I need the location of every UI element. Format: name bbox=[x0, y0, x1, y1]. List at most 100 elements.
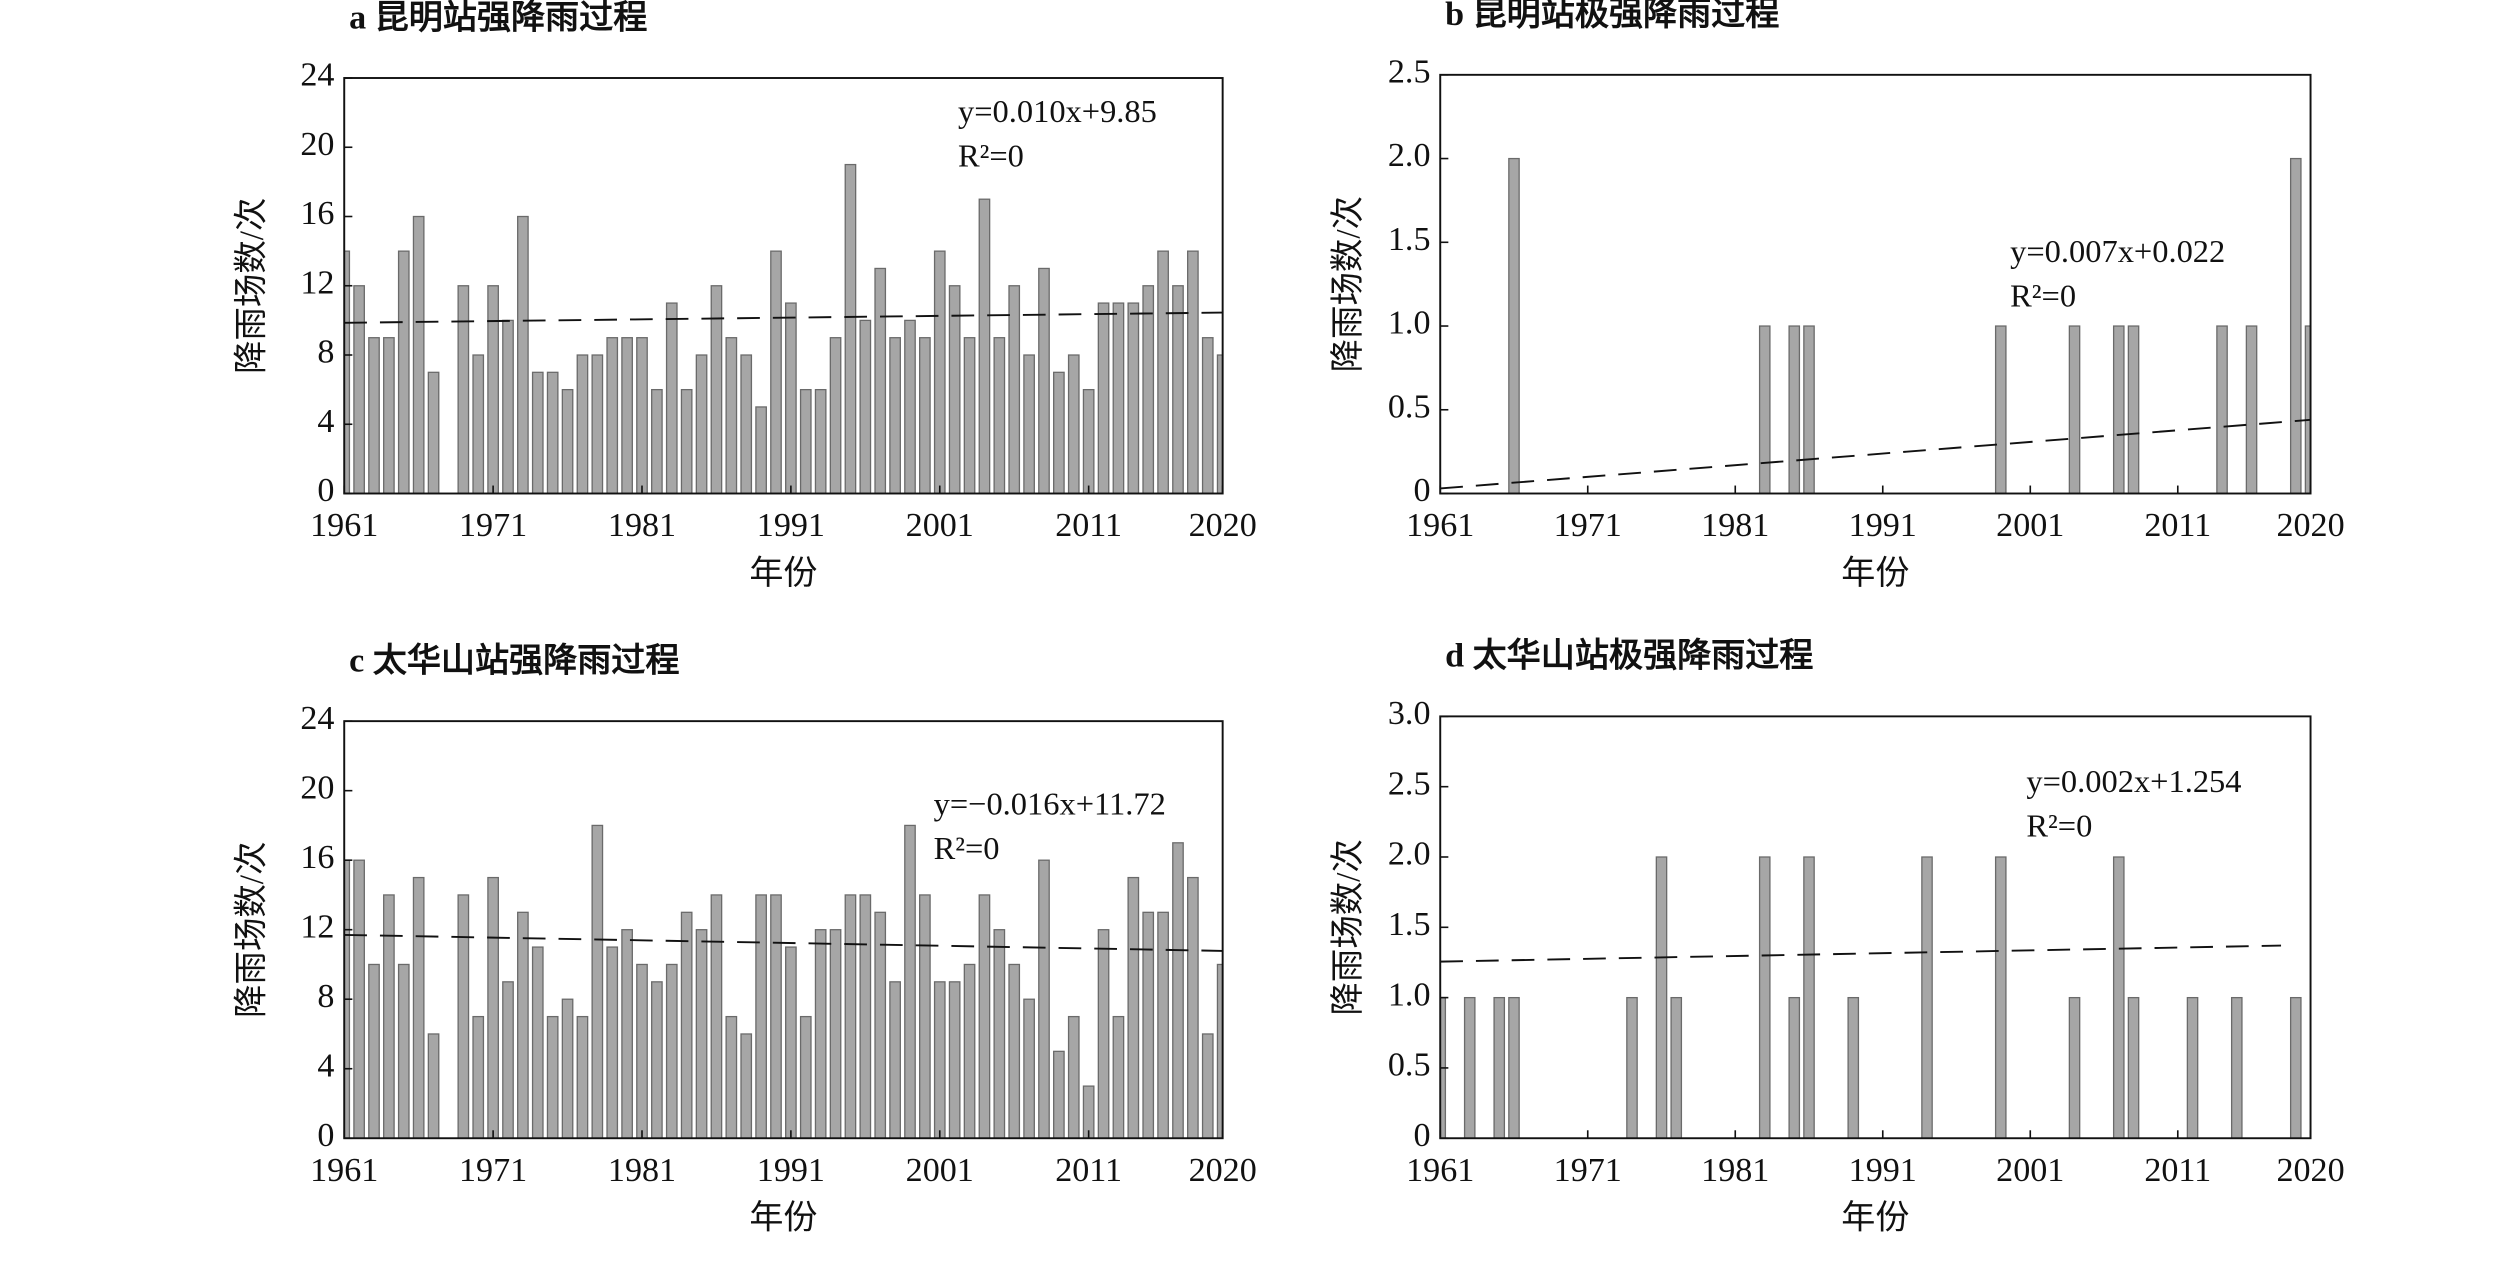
bar bbox=[621, 929, 633, 1139]
bar bbox=[2245, 325, 2258, 494]
bar bbox=[1023, 354, 1035, 494]
bar bbox=[531, 946, 544, 1139]
bar bbox=[368, 337, 380, 494]
bar bbox=[2186, 996, 2199, 1139]
bar bbox=[725, 337, 738, 494]
bar bbox=[889, 337, 901, 494]
bar bbox=[1097, 302, 1110, 494]
bar bbox=[1463, 996, 1476, 1139]
bar bbox=[412, 215, 425, 494]
annotation: R²=0 bbox=[2010, 278, 2076, 314]
bar bbox=[874, 267, 887, 494]
bar bbox=[963, 337, 976, 494]
bar bbox=[1508, 996, 1520, 1139]
x-tick-label: 2001 bbox=[1996, 507, 2064, 544]
x-tick-label: 2011 bbox=[2144, 1152, 2211, 1189]
trend-line bbox=[344, 311, 1223, 324]
bar bbox=[1067, 1015, 1080, 1139]
x-tick-label: 2001 bbox=[1996, 1152, 2064, 1189]
y-tick-label: 8 bbox=[317, 334, 334, 371]
bar bbox=[859, 319, 872, 494]
bar bbox=[591, 824, 604, 1139]
bar bbox=[829, 929, 842, 1139]
bar bbox=[457, 894, 470, 1139]
y-tick-label: 24 bbox=[300, 700, 334, 737]
bar bbox=[621, 337, 633, 494]
annotation: R²=0 bbox=[2026, 808, 2092, 844]
bar bbox=[606, 946, 619, 1139]
y-tick-label: 2.5 bbox=[1388, 54, 1431, 91]
y-axis-label: 降雨场数/次 bbox=[1328, 196, 1366, 372]
bars bbox=[1508, 157, 2311, 494]
bar bbox=[859, 894, 872, 1139]
bar bbox=[1067, 354, 1080, 494]
bar bbox=[2127, 325, 2140, 494]
y-tick-label: 0 bbox=[317, 1117, 334, 1154]
y-tick-label: 8 bbox=[317, 978, 334, 1015]
x-axis-label: 年份 bbox=[749, 554, 817, 592]
y-axis-label: 降雨场数/次 bbox=[232, 198, 270, 374]
panel-title: a 昆明站强降雨过程 bbox=[349, 0, 647, 36]
x-tick-label: 1991 bbox=[1849, 1152, 1917, 1189]
bar bbox=[1172, 285, 1184, 494]
bar bbox=[1201, 337, 1214, 494]
x-tick-label: 1991 bbox=[1849, 507, 1917, 544]
bar bbox=[755, 406, 767, 494]
bar bbox=[1803, 325, 1815, 494]
bar bbox=[1187, 250, 1199, 494]
bar bbox=[636, 963, 648, 1139]
x-tick-label: 1961 bbox=[1406, 1152, 1474, 1189]
bar bbox=[546, 1015, 559, 1139]
bar bbox=[874, 911, 887, 1139]
bar bbox=[1172, 842, 1184, 1139]
bar bbox=[665, 963, 678, 1139]
bar bbox=[531, 371, 544, 494]
bar bbox=[576, 1015, 589, 1139]
bar bbox=[502, 319, 514, 494]
bar bbox=[799, 1015, 812, 1139]
bar bbox=[2127, 996, 2140, 1139]
bar bbox=[1127, 876, 1140, 1139]
y-tick-label: 1.0 bbox=[1388, 305, 1431, 342]
y-tick-label: 24 bbox=[300, 57, 334, 94]
plot-frame bbox=[1439, 715, 2312, 1140]
bar bbox=[636, 337, 648, 494]
bar bbox=[1655, 856, 1668, 1139]
bars bbox=[1440, 856, 2302, 1139]
bar bbox=[1082, 388, 1095, 494]
y-tick-label: 0.5 bbox=[1388, 389, 1431, 426]
bar bbox=[487, 285, 499, 494]
bar bbox=[695, 929, 708, 1139]
x-tick-label: 1961 bbox=[310, 1152, 378, 1189]
bar bbox=[1097, 929, 1110, 1139]
bar bbox=[844, 894, 857, 1139]
bar bbox=[919, 894, 931, 1139]
y-tick-label: 0 bbox=[1413, 1117, 1430, 1154]
bar bbox=[814, 929, 827, 1139]
bar bbox=[740, 1033, 753, 1139]
trend-line bbox=[1440, 944, 2282, 963]
y-tick-label: 2.0 bbox=[1388, 138, 1431, 175]
bar bbox=[1508, 157, 1520, 494]
y-axis-label: 降雨场数/次 bbox=[232, 842, 270, 1018]
bar bbox=[740, 354, 753, 494]
bar bbox=[1758, 325, 1771, 494]
y-tick-label: 20 bbox=[300, 126, 334, 163]
bar bbox=[1187, 876, 1199, 1139]
bars bbox=[344, 163, 1223, 494]
annotation: R²=0 bbox=[934, 830, 1000, 866]
bar bbox=[755, 894, 767, 1139]
bar bbox=[606, 337, 619, 494]
bar bbox=[1994, 325, 2007, 494]
annotation: y=0.002x+1.254 bbox=[2026, 763, 2241, 799]
y-tick-label: 0 bbox=[317, 472, 334, 509]
bar bbox=[353, 285, 365, 494]
panel-title: d 太华山站极强降雨过程 bbox=[1445, 637, 1814, 675]
x-tick-label: 2001 bbox=[906, 1152, 974, 1189]
y-tick-label: 16 bbox=[300, 839, 334, 876]
